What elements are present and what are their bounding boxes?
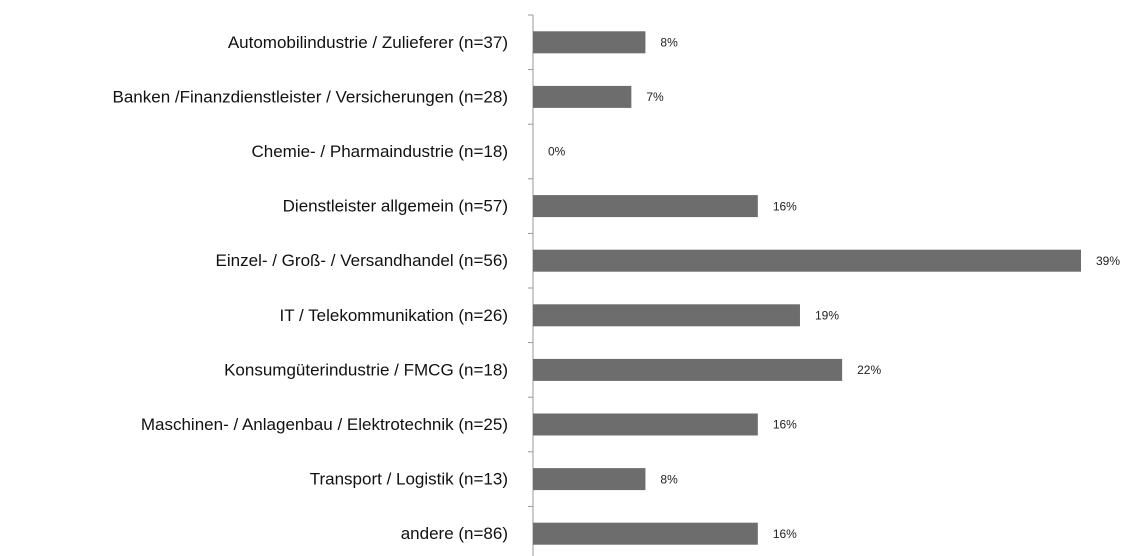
value-label: 22% <box>857 363 881 377</box>
value-label: 19% <box>815 308 839 322</box>
value-label: 16% <box>773 199 797 213</box>
category-label: andere (n=86) <box>401 524 508 543</box>
bar <box>533 522 758 545</box>
category-label: Einzel- / Groß- / Versandhandel (n=56) <box>216 251 508 270</box>
value-label: 7% <box>646 90 664 104</box>
value-label: 39% <box>1096 254 1120 268</box>
category-label: Dienstleister allgemein (n=57) <box>283 197 508 216</box>
value-label: 8% <box>660 35 678 49</box>
value-label: 16% <box>773 527 797 541</box>
category-label: IT / Telekommunikation (n=26) <box>279 306 508 325</box>
category-label: Chemie- / Pharmaindustrie (n=18) <box>251 142 508 161</box>
bar <box>533 468 646 491</box>
category-label: Banken /Finanzdienstleister / Versicheru… <box>113 87 508 106</box>
bar <box>533 249 1081 272</box>
category-label: Maschinen- / Anlagenbau / Elektrotechnik… <box>141 415 508 434</box>
bar <box>533 31 646 54</box>
bar <box>533 85 632 108</box>
value-label: 16% <box>773 418 797 432</box>
value-label: 0% <box>548 145 566 159</box>
bar <box>533 358 843 381</box>
category-label: Automobilindustrie / Zulieferer (n=37) <box>228 33 508 52</box>
bar <box>533 195 758 218</box>
bar <box>533 304 800 327</box>
category-label: Transport / Logistik (n=13) <box>310 470 508 489</box>
category-label: Konsumgüterindustrie / FMCG (n=18) <box>224 360 508 379</box>
bar <box>533 413 758 436</box>
value-label: 8% <box>660 472 678 486</box>
